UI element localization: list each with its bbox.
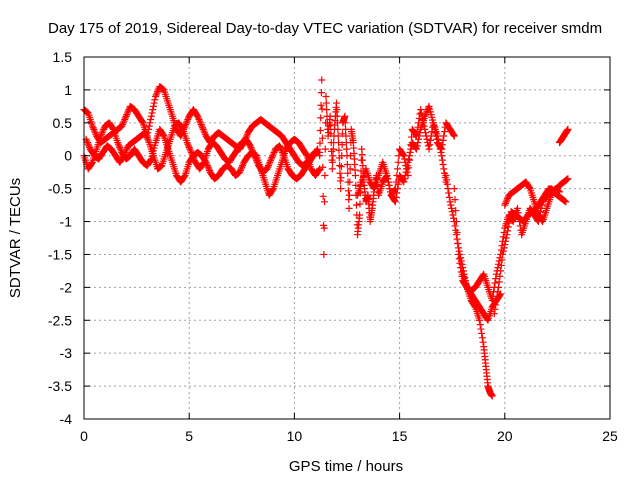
data-point xyxy=(151,100,158,107)
data-point xyxy=(352,172,359,179)
chart-title: Day 175 of 2019, Sidereal Day-to-day VTE… xyxy=(48,20,602,37)
data-point xyxy=(438,152,445,159)
data-point xyxy=(395,159,402,166)
data-point xyxy=(426,146,433,153)
data-point xyxy=(345,196,352,203)
data-point xyxy=(439,157,446,164)
data-point xyxy=(320,251,327,258)
x-tick-label: 15 xyxy=(392,428,408,444)
data-point xyxy=(480,339,487,346)
data-point xyxy=(478,330,485,337)
data-point xyxy=(146,119,153,126)
y-tick-label: -4 xyxy=(60,411,73,427)
data-point xyxy=(322,93,329,100)
data-point xyxy=(338,163,345,170)
data-point xyxy=(440,165,447,172)
data-point xyxy=(479,334,486,341)
data-point xyxy=(334,126,341,133)
grid-lines xyxy=(84,57,610,419)
data-point xyxy=(317,114,324,121)
data-point xyxy=(329,165,336,172)
data-point xyxy=(456,248,463,255)
data-point xyxy=(148,113,155,120)
y-tick-label: -3 xyxy=(60,345,73,361)
data-point xyxy=(491,279,498,286)
data-point xyxy=(451,185,458,192)
chart: Day 175 of 2019, Sidereal Day-to-day VTE… xyxy=(0,0,640,480)
data-point xyxy=(343,146,350,153)
data-point xyxy=(318,77,325,84)
data-point xyxy=(149,106,156,113)
x-axis-label: GPS time / hours xyxy=(289,458,403,475)
data-point xyxy=(318,89,325,96)
data-point xyxy=(407,149,414,156)
data-point xyxy=(445,190,452,197)
data-point xyxy=(454,240,461,247)
x-tick-label: 25 xyxy=(602,428,618,444)
data-point xyxy=(394,165,401,172)
data-point xyxy=(449,208,456,215)
data-point xyxy=(386,182,393,189)
y-tick-label: -1 xyxy=(60,214,73,230)
data-point xyxy=(346,205,353,212)
data-point xyxy=(455,244,462,251)
data-point xyxy=(477,326,484,333)
data-point xyxy=(444,185,451,192)
data-point xyxy=(322,146,329,153)
y-tick-label: -2 xyxy=(60,279,73,295)
data-point xyxy=(321,198,328,205)
y-tick-label: -3.5 xyxy=(48,378,72,394)
x-tick-label: 20 xyxy=(497,428,513,444)
x-tick-label: 0 xyxy=(80,428,88,444)
data-point xyxy=(333,100,340,107)
data-point xyxy=(337,185,344,192)
data-point xyxy=(447,202,454,209)
data-point xyxy=(496,278,503,285)
data-point xyxy=(147,116,154,123)
x-tick-label: 5 xyxy=(185,428,193,444)
plot-frame xyxy=(84,57,610,419)
y-axis-label: SDTVAR / TECUs xyxy=(7,178,24,298)
data-point xyxy=(321,172,328,179)
y-tick-label: 1.5 xyxy=(53,49,73,65)
data-point xyxy=(146,123,153,130)
data-point xyxy=(452,222,459,229)
y-tick-label: 1 xyxy=(64,82,72,98)
data-point xyxy=(317,127,324,134)
scatter-points xyxy=(81,77,572,400)
data-point xyxy=(477,321,484,328)
y-tick-label: -1.5 xyxy=(48,246,72,262)
data-point xyxy=(406,152,413,159)
data-point xyxy=(346,192,353,199)
data-point xyxy=(329,152,336,159)
data-point xyxy=(440,161,447,168)
y-tick-label: 0 xyxy=(64,148,72,164)
data-point xyxy=(149,109,156,116)
data-point xyxy=(352,182,359,189)
data-point xyxy=(150,103,157,110)
data-point xyxy=(320,193,327,200)
y-tick-label: 0.5 xyxy=(53,115,73,131)
data-point xyxy=(495,284,502,291)
data-point xyxy=(337,177,344,184)
x-tick-label: 10 xyxy=(287,428,303,444)
data-point xyxy=(440,132,447,139)
data-point xyxy=(353,202,360,209)
data-point xyxy=(338,174,345,181)
y-tick-label: -2.5 xyxy=(48,312,72,328)
data-point xyxy=(454,236,461,243)
data-point xyxy=(323,106,330,113)
data-point xyxy=(346,179,353,186)
data-point xyxy=(405,156,412,163)
data-point xyxy=(336,162,343,169)
data-point xyxy=(417,106,424,113)
y-tick-label: -0.5 xyxy=(48,181,72,197)
data-point xyxy=(336,170,343,177)
data-point xyxy=(151,96,158,103)
data-point xyxy=(356,200,363,207)
